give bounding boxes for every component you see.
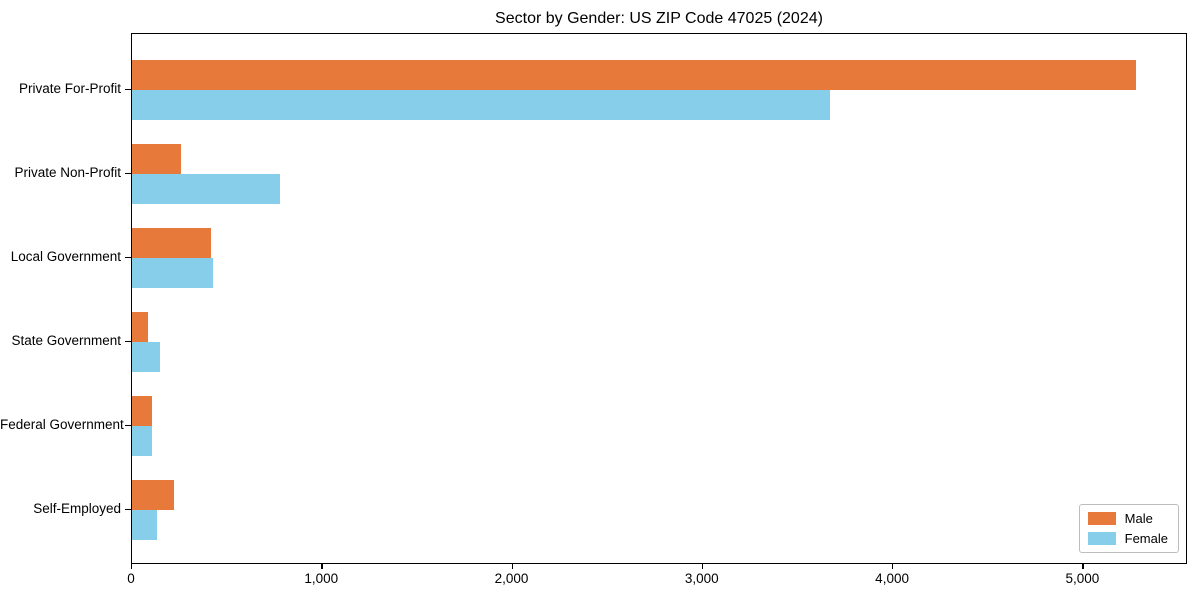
y-tick-label-federal-government: Federal Government (0, 417, 124, 432)
legend-item-male: Male (1087, 511, 1168, 526)
bar-female-private-for-profit (132, 90, 830, 120)
x-tick-label-1000: 1,000 (304, 571, 339, 586)
y-tick-label-self-employed: Self-Employed (33, 501, 121, 516)
x-tick-label-2000: 2,000 (494, 571, 529, 586)
bar-female-state-government (132, 342, 160, 372)
x-tick (321, 564, 323, 569)
y-tick-label-private-for-profit: Private For-Profit (18, 81, 121, 96)
bar-male-state-government (132, 312, 148, 342)
bar-male-federal-government (132, 396, 152, 426)
y-tick (125, 173, 131, 175)
bar-male-private-non-profit (132, 144, 181, 174)
x-tick (131, 564, 133, 569)
bar-male-self-employed (132, 480, 174, 510)
chart-title: Sector by Gender: US ZIP Code 47025 (202… (495, 10, 823, 27)
y-tick (125, 509, 131, 511)
x-tick-label-0: 0 (127, 571, 135, 586)
legend-label-female: Female (1124, 531, 1168, 546)
x-tick (511, 564, 513, 569)
x-tick (892, 564, 894, 569)
y-tick (125, 257, 131, 259)
bar-male-private-for-profit (132, 60, 1136, 90)
legend-swatch-male-icon (1087, 512, 1116, 525)
bar-female-self-employed (132, 510, 157, 540)
legend-label-male: Male (1124, 511, 1153, 526)
y-tick-label-state-government: State Government (11, 333, 121, 348)
y-tick (125, 425, 131, 427)
plot-area: Male Female (131, 33, 1187, 564)
x-tick-label-4000: 4,000 (875, 571, 909, 586)
bar-female-local-government (132, 258, 213, 288)
x-tick-label-3000: 3,000 (684, 571, 719, 586)
legend-swatch-female-icon (1087, 532, 1116, 545)
x-tick (701, 564, 704, 569)
y-tick (125, 341, 131, 343)
x-tick-label-5000: 5,000 (1065, 571, 1100, 586)
legend: Male Female (1078, 504, 1179, 553)
y-tick-label-private-non-profit: Private Non-Profit (14, 165, 121, 180)
x-tick (1082, 564, 1084, 569)
y-tick (125, 89, 131, 91)
y-tick-label-local-government: Local Government (10, 249, 121, 264)
legend-item-female: Female (1087, 531, 1168, 546)
bar-female-federal-government (132, 426, 152, 456)
bar-male-local-government (132, 228, 211, 258)
bar-female-private-non-profit (132, 174, 280, 204)
